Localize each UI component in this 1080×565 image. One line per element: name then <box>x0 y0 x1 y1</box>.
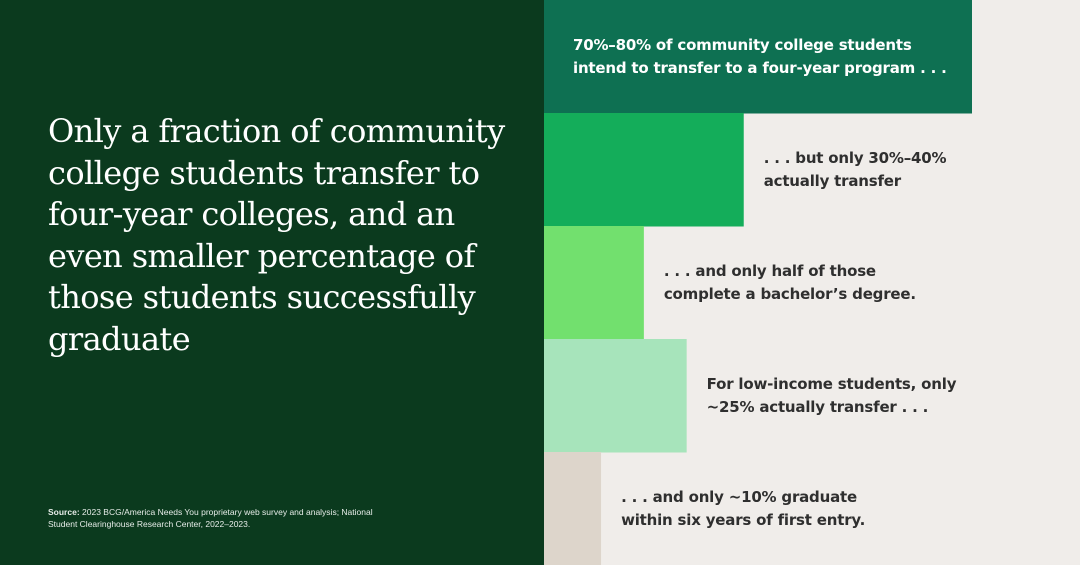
source-note: Source: 2023 BCG/America Needs You propr… <box>48 507 378 530</box>
bar-5 <box>544 452 602 565</box>
bar-4 <box>544 339 687 453</box>
bar-2 <box>544 113 744 227</box>
bar-label-line: . . . and only ~10% graduate <box>621 488 857 506</box>
bar-label-line: . . . and only half of those <box>664 262 876 280</box>
bar-1 <box>544 0 972 114</box>
bar-label-line: 70%–80% of community college students <box>573 36 912 54</box>
bar-label-line: intend to transfer to a four-year progra… <box>573 59 947 77</box>
bar-label-line: actually transfer <box>764 172 902 190</box>
bar-3 <box>544 226 644 340</box>
bar-label-line: complete a bachelor’s degree. <box>664 285 916 303</box>
headline: Only a fraction of community college stu… <box>48 112 505 358</box>
bar-label-3: . . . and only half of those complete a b… <box>664 262 916 303</box>
left-panel: Only a fraction of community college stu… <box>0 0 544 565</box>
bar-label-line: For low-income students, only <box>707 375 957 393</box>
bar-label-line: . . . but only 30%–40% <box>764 149 947 167</box>
bar-label-5: . . . and only ~10% graduate within six y… <box>621 488 865 529</box>
bar-label-2: . . . but only 30%–40% actually transfer <box>764 149 947 190</box>
funnel-chart: 70%–80% of community college students int… <box>544 0 972 565</box>
bar-label-4: For low-income students, only ~25% actual… <box>707 375 957 416</box>
source-label: Source: <box>48 507 80 517</box>
bar-label-line: within six years of first entry. <box>621 511 865 529</box>
bar-label-line: ~25% actually transfer . . . <box>707 398 929 416</box>
bar-label-1: 70%–80% of community college students int… <box>573 36 947 77</box>
source-text: 2023 BCG/America Needs You proprietary w… <box>48 507 373 529</box>
